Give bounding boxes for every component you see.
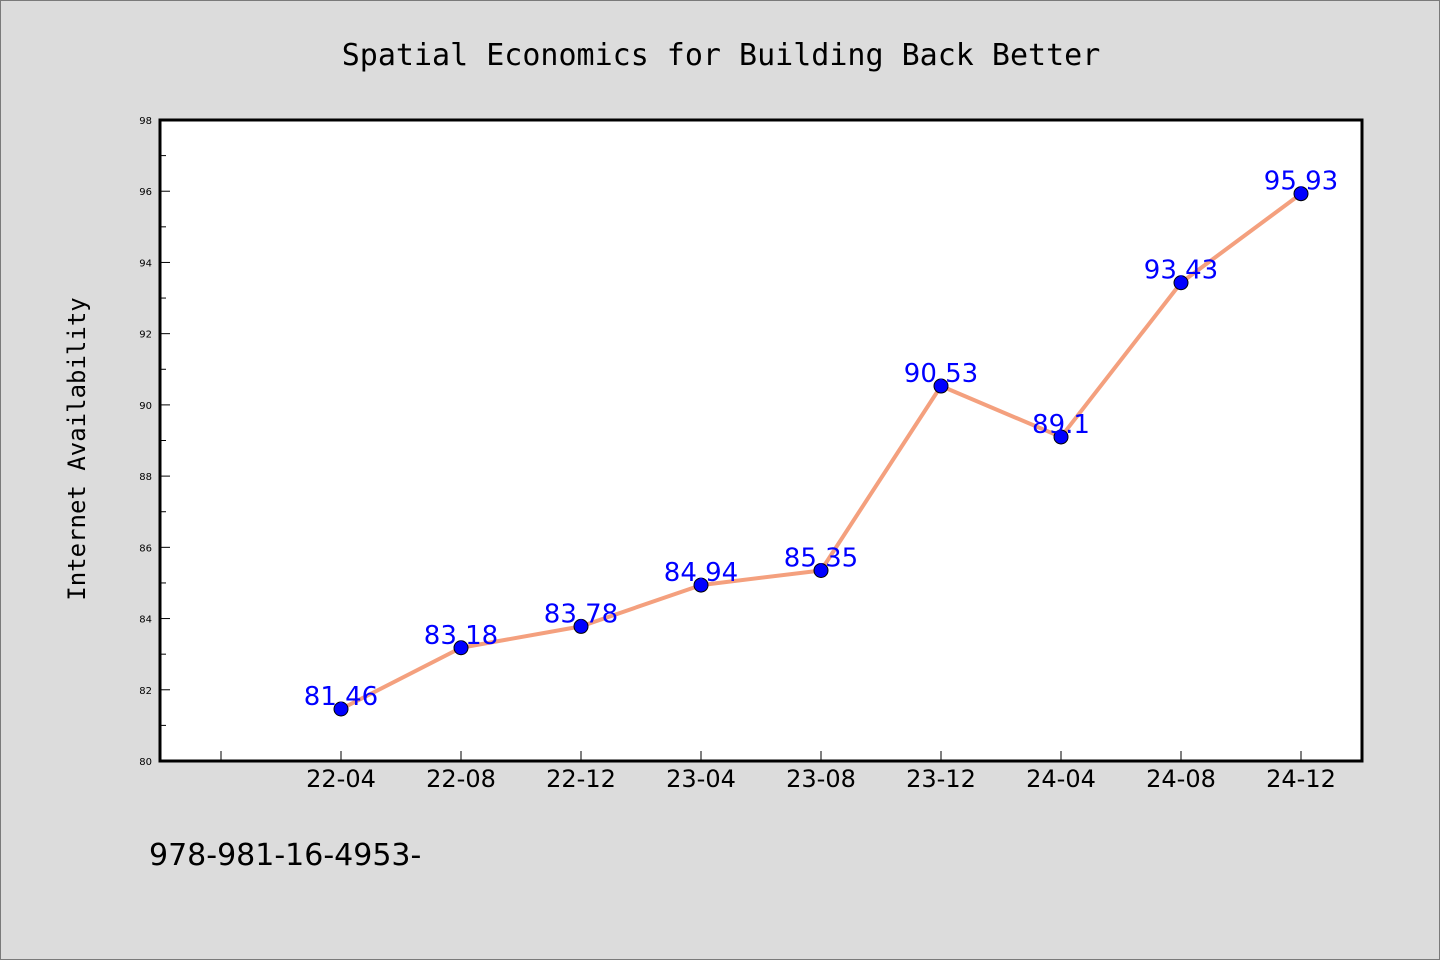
plot-area	[158, 118, 1364, 763]
footnote-text: 978-981-16-4953-	[149, 838, 421, 873]
x-tick-label: 24-08	[1146, 765, 1216, 793]
x-tick-label: 22-04	[306, 765, 376, 793]
data-label: 84.94	[664, 558, 738, 588]
chart-title: Spatial Economics for Building Back Bett…	[342, 38, 1101, 73]
x-tick-label: 24-04	[1026, 765, 1096, 793]
data-label: 85.35	[784, 543, 858, 573]
y-tick-label: 92	[139, 330, 152, 341]
data-label: 95.93	[1264, 167, 1338, 197]
x-tick-label: 24-12	[1266, 765, 1336, 793]
y-tick-label: 84	[139, 615, 152, 626]
data-point	[933, 378, 949, 394]
data-point	[573, 618, 589, 634]
series-layer	[333, 186, 1309, 717]
data-label: 93.43	[1144, 256, 1218, 286]
y-axis-label: Internet Availability	[63, 297, 91, 600]
y-tick-label: 90	[139, 401, 152, 412]
data-point	[333, 701, 349, 717]
data-label: 90.53	[904, 359, 978, 389]
y-tick-label: 96	[139, 187, 152, 198]
y-tick-label: 86	[139, 543, 152, 554]
data-point	[1053, 429, 1069, 445]
data-point	[1173, 275, 1189, 291]
x-tick-label: 23-08	[786, 765, 856, 793]
data-point	[1293, 186, 1309, 202]
data-label: 83.78	[544, 599, 618, 629]
x-tick-label: 23-12	[906, 765, 976, 793]
x-tick-label: 22-12	[546, 765, 616, 793]
data-label: 89.1	[1032, 410, 1090, 440]
data-point	[813, 562, 829, 578]
y-tick-label: 80	[139, 757, 152, 768]
x-tick-label: 23-04	[666, 765, 736, 793]
y-tick-label: 94	[139, 258, 152, 269]
data-label-layer: 81.46 83.18 83.78 84.94 85.35 90.53 89.1 93.43 9…	[304, 167, 1338, 712]
data-point	[453, 640, 469, 656]
y-axis: 80 82 84 86 88 90 92 94 96 98	[139, 116, 170, 768]
data-label: 83.18	[424, 621, 498, 651]
y-tick-label: 82	[139, 686, 152, 697]
x-axis: 22-04 22-08 22-12 23-04 23-08 23-12 24-04 24-08…	[220, 751, 1336, 793]
y-tick-label: 88	[139, 472, 152, 483]
y-tick-label: 98	[139, 116, 152, 127]
data-label: 81.46	[304, 682, 378, 712]
x-tick-label: 22-08	[426, 765, 496, 793]
data-point	[693, 577, 709, 593]
